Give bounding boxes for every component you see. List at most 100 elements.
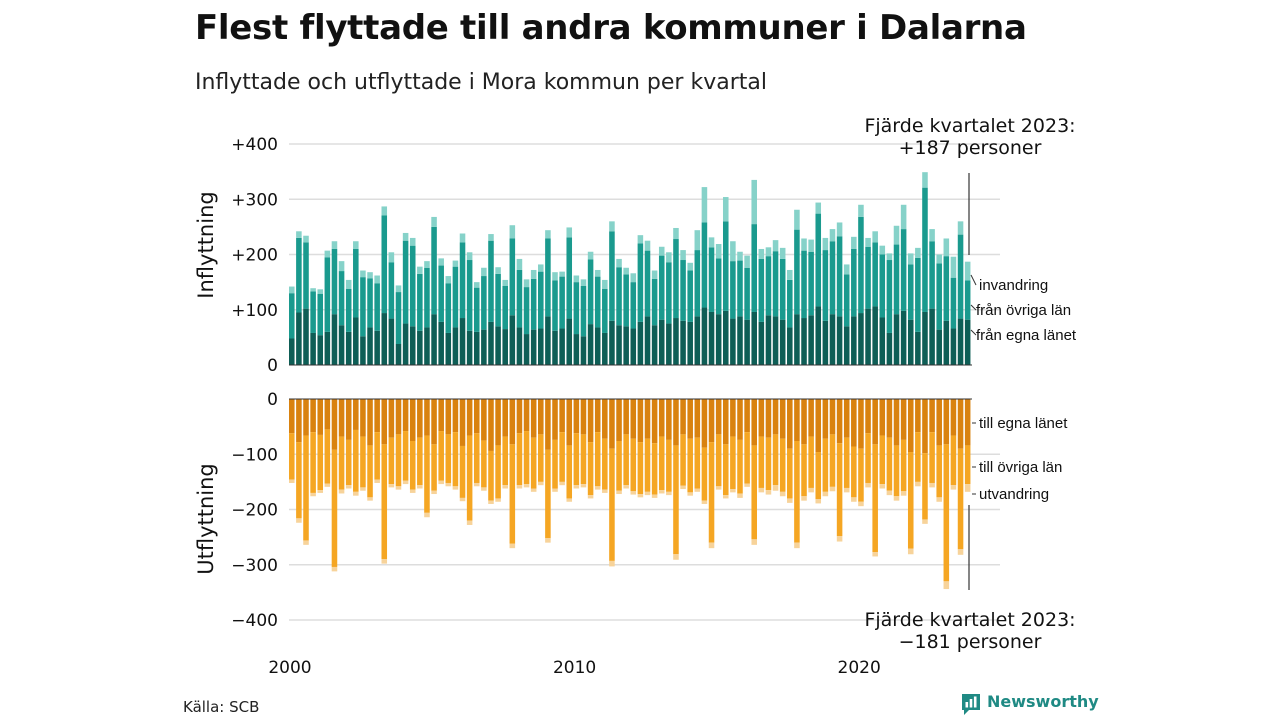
- y-axis-label-bottom: Utflyttning: [194, 463, 218, 575]
- bar-inflow: [658, 319, 665, 365]
- bar-outflow: [345, 485, 352, 489]
- bar-inflow: [523, 287, 530, 335]
- bar-inflow: [886, 253, 893, 261]
- y-tick-label-top: 0: [267, 356, 278, 376]
- bar-inflow: [466, 260, 473, 331]
- bar-inflow: [737, 251, 743, 261]
- bar-outflow: [950, 399, 957, 436]
- bar-inflow: [324, 257, 331, 332]
- bar-outflow: [744, 432, 750, 484]
- bar-outflow: [950, 485, 957, 490]
- bar-inflow: [794, 314, 800, 365]
- bar-outflow: [338, 399, 345, 437]
- bar-inflow: [573, 282, 580, 335]
- bar-inflow: [488, 240, 494, 322]
- bar-inflow: [409, 326, 416, 365]
- bar-inflow: [715, 258, 722, 315]
- bar-inflow: [438, 321, 444, 365]
- bar-outflow: [317, 490, 324, 493]
- bar-outflow: [616, 399, 622, 441]
- bar-inflow: [331, 314, 338, 365]
- bar-outflow: [473, 482, 480, 487]
- bar-outflow: [545, 399, 551, 450]
- bar-outflow: [815, 452, 822, 499]
- bar-inflow: [637, 235, 644, 244]
- bar-inflow: [651, 325, 658, 365]
- bar-inflow: [402, 323, 409, 365]
- bar-inflow: [865, 237, 871, 247]
- bar-inflow: [338, 261, 345, 272]
- bar-inflow: [843, 326, 850, 365]
- bar-outflow: [609, 560, 615, 567]
- bar-inflow: [808, 315, 814, 365]
- bar-inflow: [687, 270, 693, 322]
- bar-inflow: [858, 216, 864, 314]
- bar-outflow: [658, 399, 665, 437]
- bar-inflow: [523, 279, 530, 288]
- bar-inflow: [794, 229, 800, 315]
- bar-outflow: [338, 436, 345, 490]
- bar-inflow: [374, 283, 380, 331]
- bar-outflow: [545, 538, 551, 543]
- bar-inflow: [915, 331, 921, 365]
- bar-outflow: [424, 512, 430, 518]
- bar-inflow: [445, 332, 452, 365]
- bar-outflow: [587, 495, 594, 499]
- bar-outflow: [360, 399, 366, 437]
- bar-outflow: [552, 399, 558, 440]
- bar-outflow: [481, 399, 487, 441]
- bar-inflow: [495, 273, 501, 327]
- annotation-bottom-line2: −181 personer: [899, 631, 1042, 653]
- bar-inflow: [559, 271, 565, 277]
- bar-inflow: [787, 269, 793, 280]
- bar-outflow: [964, 399, 971, 446]
- series-label-leader-top: [970, 304, 977, 311]
- bar-outflow: [538, 434, 544, 482]
- bar-inflow: [360, 336, 366, 365]
- bar-inflow: [751, 224, 757, 312]
- bar-inflow: [708, 311, 715, 365]
- bar-inflow: [331, 248, 338, 315]
- bar-outflow: [907, 452, 914, 549]
- bar-outflow: [893, 445, 900, 497]
- bar-inflow: [950, 277, 957, 329]
- bar-inflow: [360, 277, 366, 337]
- bar-outflow: [452, 432, 459, 487]
- bar-inflow: [395, 285, 402, 293]
- bar-inflow: [829, 314, 836, 365]
- bar-outflow: [772, 434, 779, 486]
- bar-inflow: [865, 246, 871, 309]
- bar-inflow: [580, 279, 587, 286]
- bar-outflow: [481, 487, 487, 491]
- bar-inflow: [303, 308, 309, 365]
- bar-outflow: [836, 399, 843, 444]
- bar-inflow: [609, 221, 615, 232]
- bar-inflow: [602, 288, 608, 333]
- bar-outflow: [509, 444, 516, 544]
- bar-inflow: [772, 251, 779, 317]
- bar-outflow: [879, 435, 886, 485]
- bar-inflow: [324, 250, 331, 258]
- bar-inflow: [481, 329, 487, 365]
- bar-inflow: [289, 293, 295, 339]
- bar-inflow: [915, 247, 921, 258]
- bar-outflow: [466, 399, 473, 436]
- bar-inflow: [851, 236, 857, 249]
- bar-outflow: [452, 486, 459, 490]
- bar-outflow: [559, 399, 565, 433]
- bar-inflow: [331, 241, 338, 249]
- bar-inflow: [737, 316, 743, 365]
- bar-inflow: [424, 327, 430, 365]
- bar-outflow: [730, 436, 736, 490]
- bar-outflow: [324, 483, 331, 487]
- bar-inflow: [673, 318, 679, 365]
- series-label-top: från övriga län: [976, 302, 1071, 319]
- bar-outflow: [530, 488, 537, 492]
- bar-inflow: [552, 280, 558, 331]
- bar-outflow: [324, 399, 331, 430]
- bar-outflow: [936, 399, 942, 446]
- bar-outflow: [915, 432, 921, 482]
- bar-inflow: [879, 317, 886, 365]
- bar-outflow: [808, 436, 814, 488]
- bar-outflow: [836, 536, 843, 542]
